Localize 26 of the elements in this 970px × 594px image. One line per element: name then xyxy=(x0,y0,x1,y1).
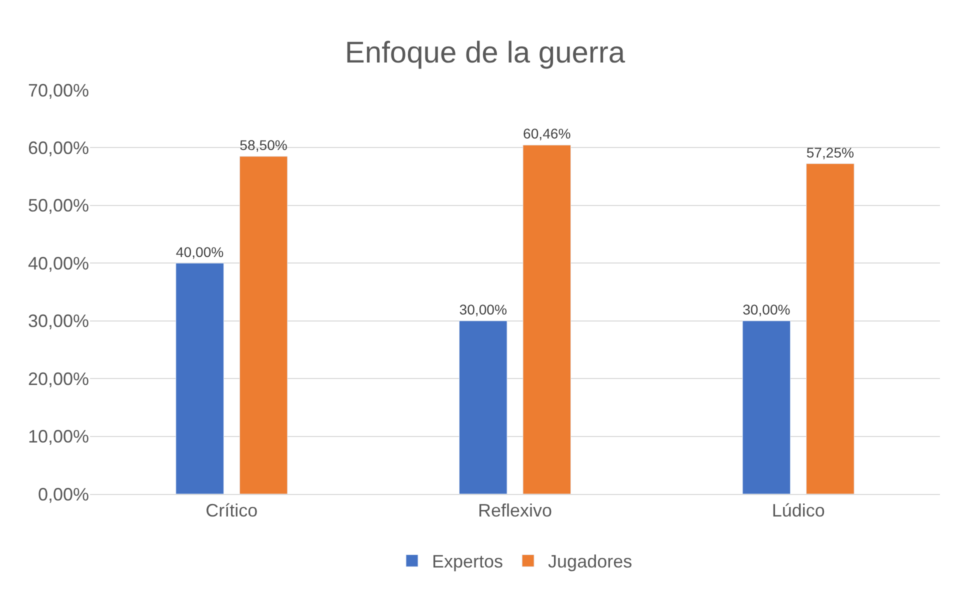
y-tick-label: 50,00% xyxy=(28,196,89,216)
data-label: 58,50% xyxy=(240,137,288,154)
data-label: 40,00% xyxy=(176,244,224,260)
y-tick-label: 20,00% xyxy=(28,368,89,389)
bar xyxy=(742,320,791,494)
data-label: 60,46% xyxy=(523,126,572,142)
data-label: 30,00% xyxy=(742,302,791,318)
bar xyxy=(806,163,854,494)
legend-label: Jugadores xyxy=(548,552,632,572)
bar xyxy=(239,156,288,494)
y-tick-label: 10,00% xyxy=(28,426,89,447)
chart-title: Enfoque de la guerra xyxy=(344,36,626,70)
y-tick-label: 60,00% xyxy=(28,138,89,158)
data-label: 30,00% xyxy=(459,302,508,318)
bar xyxy=(522,144,572,494)
y-tick-label: 70,00% xyxy=(28,80,89,100)
x-tick-label: Lúdico xyxy=(772,500,825,521)
legend-label: Expertos xyxy=(432,552,504,572)
bar xyxy=(458,320,508,494)
y-tick-label: 30,00% xyxy=(28,311,89,332)
data-label: 57,25% xyxy=(806,144,855,160)
y-tick-label: 40,00% xyxy=(28,253,89,274)
y-tick-label: 0,00% xyxy=(38,484,89,504)
x-tick-label: Crítico xyxy=(206,500,258,521)
x-tick-label: Reflexivo xyxy=(478,500,552,521)
bar xyxy=(176,262,224,494)
